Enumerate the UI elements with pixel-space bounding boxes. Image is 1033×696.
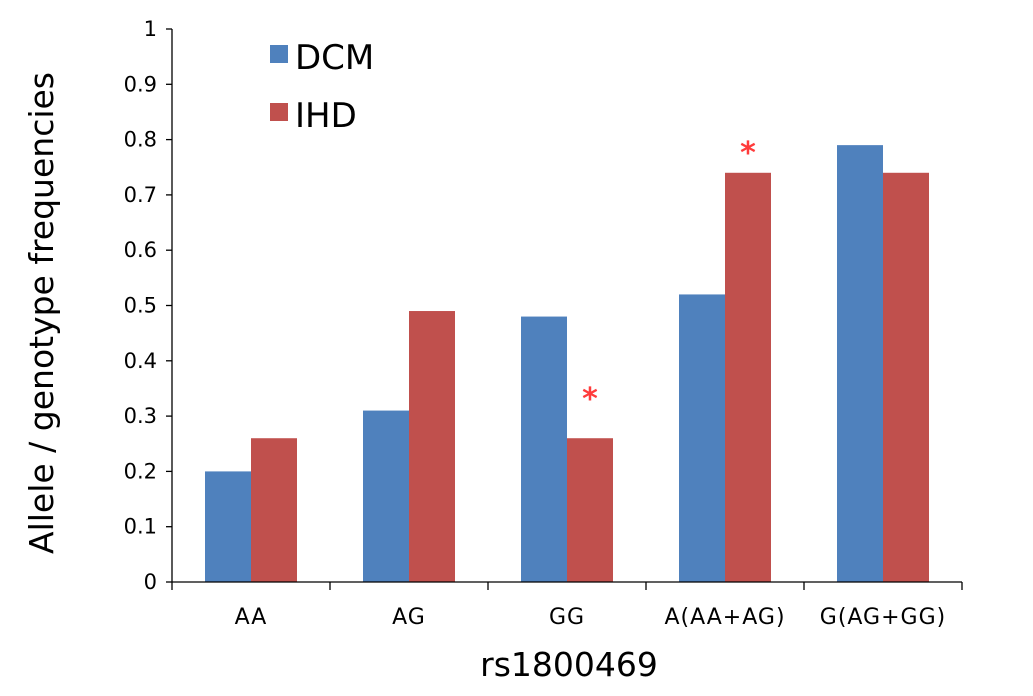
legend: DCM IHD	[270, 38, 374, 136]
y-tick-label: 1	[144, 17, 157, 41]
legend-swatch-dcm	[270, 45, 288, 63]
bar-ihd-ag	[409, 311, 455, 582]
x-tick-label: G(AG+GG)	[820, 605, 946, 630]
bar-dcm-aa	[205, 471, 251, 582]
bar-ihd-gg	[567, 438, 613, 582]
x-tick-label: AG	[392, 605, 426, 630]
y-ticks-group: 0 0.1 0.2 0.3 0.4 0.5 0.6 0.7 0.8 0.9 1	[124, 17, 172, 594]
significance-asterisk-2: *	[740, 136, 756, 171]
legend-label-dcm: DCM	[295, 38, 374, 78]
legend-label-ihd: IHD	[295, 96, 357, 136]
bar-ihd-g-ag-gg-	[883, 172, 929, 582]
y-tick-label: 0	[144, 570, 157, 594]
y-tick-label: 0.2	[124, 459, 157, 483]
x-tick-label: A(AA+AG)	[664, 605, 785, 630]
bar-dcm-g-ag-gg-	[837, 145, 883, 582]
y-tick-label: 0.5	[124, 294, 157, 318]
bars-group	[205, 145, 929, 582]
y-tick-label: 0.1	[124, 515, 157, 539]
legend-swatch-ihd	[270, 103, 288, 121]
bar-dcm-ag	[363, 410, 409, 582]
y-tick-label: 0.7	[124, 183, 157, 207]
x-axis-title: rs1800469	[480, 645, 658, 684]
y-tick-label: 0.3	[124, 404, 157, 428]
bar-ihd-a-aa-ag-	[725, 172, 771, 582]
annotations-group: **	[582, 136, 756, 417]
y-axis-title: Allele / genotype frequencies	[22, 72, 61, 554]
y-tick-label: 0.6	[124, 238, 157, 262]
x-tick-label: GG	[549, 605, 585, 630]
y-tick-label: 0.8	[124, 128, 157, 152]
x-ticks-group: AA AG GG A(AA+AG) G(AG+GG)	[171, 582, 963, 630]
y-tick-label: 0.9	[124, 72, 157, 96]
y-tick-label: 0.4	[124, 349, 157, 373]
bar-dcm-gg	[521, 316, 567, 582]
bar-dcm-a-aa-ag-	[679, 294, 725, 582]
bar-ihd-aa	[251, 438, 297, 582]
significance-asterisk-1: *	[582, 382, 598, 417]
x-tick-label: AA	[235, 605, 268, 630]
